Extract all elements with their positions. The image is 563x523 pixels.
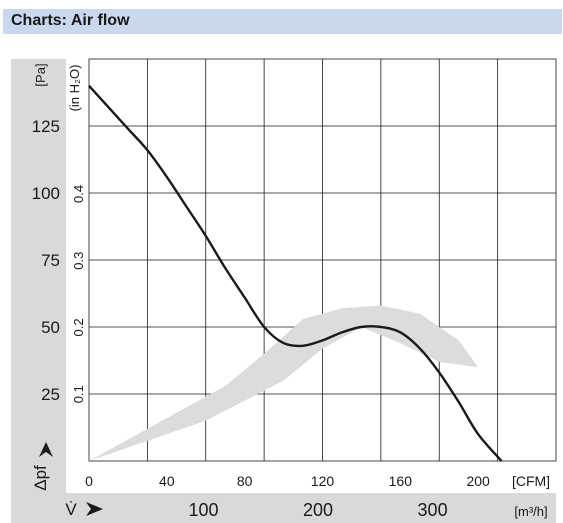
x2-unit-label: [m³/h]	[514, 504, 547, 519]
x-tick-label: 160	[389, 473, 413, 489]
y2-unit-label: (in H₂O)	[67, 65, 82, 112]
operating-range-area	[89, 305, 479, 461]
y2-tick-label: 0.2	[71, 318, 86, 336]
section-title: Charts: Air flow	[11, 12, 130, 29]
x-axis-band	[11, 493, 556, 523]
axes	[39, 442, 103, 516]
x-tick-label: 120	[311, 473, 335, 489]
y-tick-label: 125	[32, 117, 60, 136]
air-flow-curves	[88, 84, 503, 462]
y2-tick-label: 0.3	[71, 252, 86, 270]
x2-symbol: V̇	[65, 500, 77, 519]
y-arrow-icon	[39, 442, 53, 457]
y-tick-label: 25	[41, 385, 60, 404]
grid-lines	[88, 58, 557, 462]
axis-labels: 25 50 75 100 125 0.1 0.2 0.3 0.4 [Pa] (in H₂O) Δpf 0…	[31, 63, 550, 520]
section-header: Charts: Air flow	[3, 9, 562, 34]
y-symbol: Δpf	[31, 465, 50, 491]
y2-tick-label: 0.1	[71, 385, 86, 403]
y-tick-label: 75	[41, 251, 60, 270]
series-line-0	[88, 84, 503, 462]
operating-range	[89, 305, 479, 461]
x-tick-label: 0	[85, 473, 93, 489]
x-tick-label: 200	[466, 473, 490, 489]
x2-tick-label: 300	[418, 500, 448, 520]
x-arrow-icon	[86, 502, 103, 516]
y-tick-label: 100	[32, 184, 60, 203]
x2-tick-label: 200	[303, 500, 333, 520]
x-tick-label: 40	[159, 473, 175, 489]
y-tick-label: 50	[41, 318, 60, 337]
y-unit-label: [Pa]	[33, 63, 48, 86]
x-tick-label: 80	[237, 473, 253, 489]
y2-tick-label: 0.4	[71, 185, 86, 203]
y-axis-band	[11, 59, 66, 493]
x2-tick-label: 100	[189, 500, 219, 520]
x-unit-label: [CFM]	[512, 473, 550, 489]
